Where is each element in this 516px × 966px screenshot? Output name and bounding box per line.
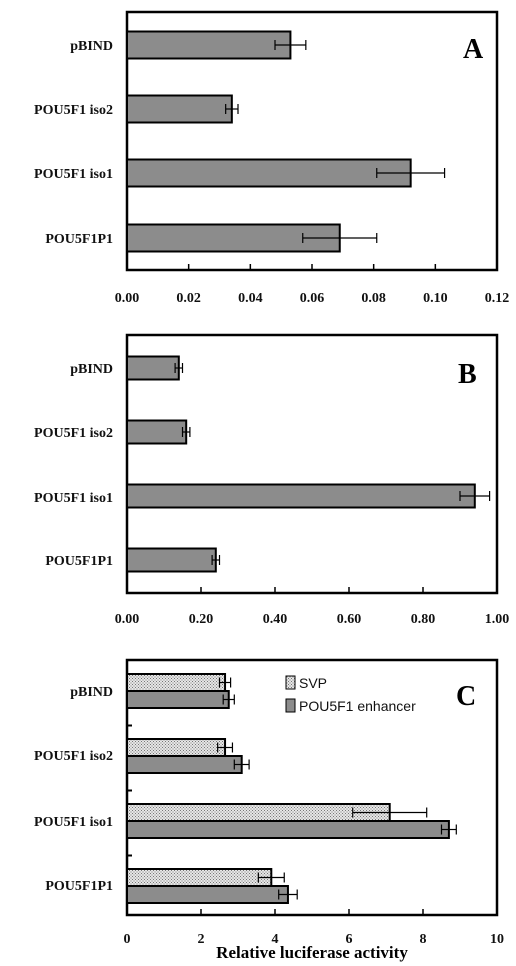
- x-tick-label: 0.10: [423, 291, 448, 306]
- error-bar: [278, 889, 298, 900]
- panel-a-xticks: 0.00 0.02 0.04 0.06 0.08 0.10 0.12: [115, 264, 510, 306]
- category-label: POU5F1 iso1: [34, 815, 113, 830]
- bar: [126, 355, 180, 381]
- x-tick-label: 4: [272, 932, 279, 947]
- x-tick-label: 0.04: [238, 291, 263, 306]
- bar: [126, 94, 233, 124]
- legend-swatch-enhancer: [285, 698, 296, 713]
- error-bar: [225, 104, 239, 114]
- panel-b-label: B: [458, 359, 477, 390]
- bar: [126, 158, 412, 188]
- x-tick-label: 1.00: [485, 612, 510, 627]
- panel-b-xticks: 0.00 0.20 0.40 0.60 0.80 1.00: [115, 587, 510, 627]
- bar: [126, 820, 450, 839]
- legend-label-enhancer: POU5F1 enhancer: [299, 698, 416, 714]
- panel-c-xticks: 0 2 4 6 8 10: [124, 909, 504, 947]
- error-bar: [376, 168, 446, 178]
- panel-b-bars: [126, 355, 491, 573]
- panel-c-frame: [125, 658, 499, 917]
- error-bar: [440, 824, 457, 835]
- error-bar: [181, 427, 191, 437]
- x-tick-label: 8: [420, 932, 427, 947]
- bar: [126, 885, 289, 904]
- category-label: pBIND: [70, 39, 113, 54]
- panel-c-bars: [126, 673, 457, 904]
- x-tick-label: 0.20: [189, 612, 214, 627]
- x-tick-label: 6: [346, 932, 353, 947]
- legend-swatch-svp: [285, 675, 296, 690]
- x-tick-label: 0.08: [361, 291, 386, 306]
- legend: SVP POU5F1 enhancer: [285, 675, 416, 714]
- category-label: POU5F1P1: [45, 554, 113, 569]
- panel-a: A 0.00 0.02 0.04 0.06 0.08 0.10 0.12 pBIND POU…: [34, 10, 510, 306]
- bar: [126, 690, 230, 709]
- x-tick-label: 0.12: [485, 291, 510, 306]
- category-label: POU5F1 iso1: [34, 167, 113, 182]
- panel-c: C 0 2 4 6 8 10 pBIND POU5F1 iso2 POU5F1 iso1 …: [34, 658, 504, 947]
- x-tick-label: 0: [124, 932, 131, 947]
- x-tick-label: 0.06: [300, 291, 325, 306]
- category-label: pBIND: [70, 685, 113, 700]
- error-bar: [274, 40, 307, 50]
- error-bar: [352, 807, 428, 818]
- x-axis-label: Relative luciferase activity: [216, 943, 408, 962]
- x-tick-label: 0.80: [411, 612, 436, 627]
- error-bar: [257, 872, 285, 883]
- error-bar: [459, 491, 491, 501]
- bar: [126, 673, 227, 692]
- bar: [126, 738, 227, 757]
- x-tick-label: 0.02: [176, 291, 201, 306]
- category-label: POU5F1 iso2: [34, 103, 113, 118]
- bar: [126, 483, 476, 509]
- x-tick-label: 0.40: [263, 612, 288, 627]
- bar: [126, 547, 217, 573]
- x-tick-label: 10: [490, 932, 504, 947]
- category-label: POU5F1P1: [45, 232, 113, 247]
- x-tick-label: 0.00: [115, 612, 140, 627]
- category-label: POU5F1 iso2: [34, 749, 113, 764]
- panel-c-label: C: [456, 681, 476, 712]
- panel-a-bars: [126, 30, 446, 253]
- category-label: POU5F1 iso2: [34, 426, 113, 441]
- legend-label-svp: SVP: [299, 675, 327, 691]
- x-tick-label: 0.00: [115, 291, 140, 306]
- bar: [126, 803, 391, 822]
- error-bar: [217, 742, 234, 753]
- error-bar: [211, 555, 221, 565]
- error-bar: [174, 363, 184, 373]
- category-label: POU5F1 iso1: [34, 491, 113, 506]
- error-bar: [218, 677, 232, 688]
- panel-b-frame: [125, 333, 499, 595]
- x-tick-label: 0.60: [337, 612, 362, 627]
- bar: [126, 755, 243, 774]
- error-bar: [233, 759, 250, 770]
- panel-a-label: A: [463, 34, 484, 65]
- bar: [126, 30, 292, 60]
- bar: [126, 419, 188, 445]
- x-tick-label: 2: [198, 932, 205, 947]
- error-bar: [302, 233, 378, 243]
- panel-b: B 0.00 0.20 0.40 0.60 0.80 1.00 pBIND POU5F1 …: [34, 333, 510, 627]
- error-bar: [222, 694, 235, 705]
- category-label: POU5F1P1: [45, 879, 113, 894]
- bar: [126, 868, 273, 887]
- category-label: pBIND: [70, 362, 113, 377]
